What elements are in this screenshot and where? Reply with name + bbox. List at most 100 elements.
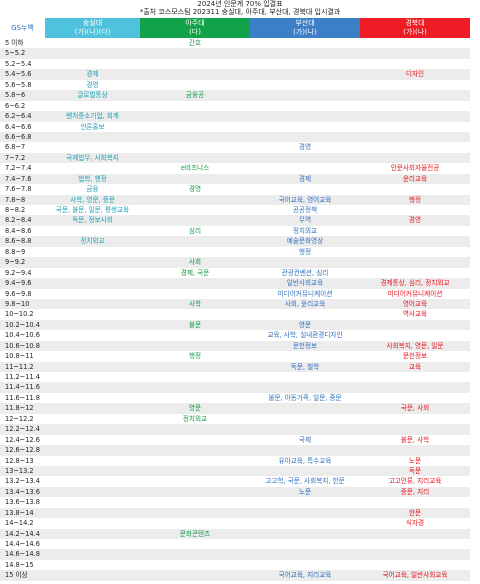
cell: 문헌정보 <box>292 341 318 350</box>
cell <box>360 414 470 424</box>
cell <box>360 372 470 382</box>
table-row: 12.8~13 유아교육, 특수교육 노문 <box>0 456 470 466</box>
cell <box>140 111 250 121</box>
cell <box>45 445 140 455</box>
cell <box>140 215 250 225</box>
cell <box>45 142 140 152</box>
cell <box>45 539 140 549</box>
cell <box>45 382 140 392</box>
cell <box>360 90 470 100</box>
gs-cell: 10~10.2 <box>5 310 34 319</box>
cell <box>250 90 360 100</box>
cell: 독문, 철학 <box>290 362 320 371</box>
cell: 인문사회자율전공 <box>390 164 440 173</box>
cell <box>45 497 140 507</box>
title: 2024년 인문계 70% 입결표 <box>197 0 283 8</box>
cell <box>45 518 140 528</box>
table-row: 12.6~12.8 <box>0 445 470 456</box>
cell: 국문, 사회 <box>400 404 430 413</box>
cell <box>45 289 140 299</box>
table-row: 7.6~7.8 금융 경영 <box>0 184 470 194</box>
cell <box>360 560 470 570</box>
cell: 독문, 정보사회 <box>72 216 113 225</box>
header-name: 부산대 <box>295 19 315 27</box>
gs-cell: 11.4~11.6 <box>5 383 40 392</box>
cell <box>250 403 360 413</box>
cell <box>140 236 250 246</box>
gs-cell: 12~12.2 <box>5 414 34 423</box>
cell: 고고학, 국문, 사회복지, 한문 <box>265 477 345 486</box>
gs-cell: 7.4~7.6 <box>5 174 32 183</box>
cell <box>250 497 360 507</box>
header-name: 경북대 <box>405 19 425 27</box>
cell <box>250 382 360 392</box>
table-row: 7.8~8 사학, 영문, 중문 국어교육, 영어교육 행정 <box>0 194 470 205</box>
table-row: 5 이하 간호 <box>0 38 470 48</box>
cell <box>140 195 250 205</box>
gs-cell: 12.4~12.6 <box>5 435 40 444</box>
cell: 역사교육 <box>402 310 428 319</box>
cell <box>45 38 140 48</box>
table-row: 13.2~13.4 고고학, 국문, 사회복지, 한문 고고인류, 지리교육 <box>0 476 470 486</box>
gs-cell: 13.4~13.6 <box>5 487 40 496</box>
cell <box>45 549 140 559</box>
cell: 사회, 윤리교육 <box>284 299 326 308</box>
table-row: 5.4~5.6 경제 디자인 <box>0 69 470 80</box>
cell: 국제 <box>298 435 312 444</box>
table-row: 14.4~14.6 <box>0 539 470 549</box>
cell <box>360 247 470 257</box>
table-row: 6.2~6.4 벤처중소기업, 회계 <box>0 111 470 122</box>
table-row: 11.6~11.8 불문, 아동가족, 일문, 중문 <box>0 393 470 403</box>
cell <box>45 278 140 288</box>
cell: 공공정책 <box>292 206 318 214</box>
cell <box>140 570 250 580</box>
table-row: 15 이상 국어교육, 지리교육 국어교육, 일반사회교육 <box>0 570 470 581</box>
cell <box>45 299 140 309</box>
gs-cell: 10.4~10.6 <box>5 331 40 340</box>
gs-cell: 9.8~10 <box>5 299 30 308</box>
cell: 불문, 사학 <box>400 435 430 444</box>
gs-cell: 6.4~6.6 <box>5 122 32 131</box>
table-row: 5.2~5.4 <box>0 59 470 69</box>
table-row: 13.6~13.8 <box>0 497 470 507</box>
cell <box>250 111 360 121</box>
cell <box>140 456 250 466</box>
cell <box>140 549 250 559</box>
cell <box>250 80 360 90</box>
cell: 행정 <box>298 247 312 256</box>
cell: 식자경 <box>405 519 425 528</box>
cell: 일반사회교육 <box>286 279 324 288</box>
gs-cell: 6.8~7 <box>5 143 26 152</box>
cell <box>45 424 140 434</box>
cell <box>250 414 360 424</box>
cell: 독문 <box>408 466 422 475</box>
table-row: 9~9.2 사회 <box>0 257 470 268</box>
gs-cell: 5.2~5.4 <box>5 59 32 68</box>
table-row: 9.6~9.8 미디어커뮤니케이션 미디어커뮤니케이션 <box>0 289 470 299</box>
table-row: 5~5.2 <box>0 48 470 59</box>
gs-cell: 6.2~6.4 <box>5 112 32 121</box>
cell <box>45 59 140 69</box>
cell <box>360 549 470 559</box>
table-row: 5.6~5.8 경영 <box>0 80 470 90</box>
cell <box>360 80 470 90</box>
table: GS누백 숭실대 (가)(나)(다) 아주대 (다) 부산대 (가)(나) 경북대 (가)(나)… <box>0 18 470 581</box>
gs-cell: 8~8.2 <box>5 206 26 214</box>
cell: 문헌정보 <box>402 352 428 361</box>
cell <box>140 497 250 507</box>
cell <box>140 132 250 142</box>
gs-cell: 10.2~10.4 <box>5 320 40 329</box>
header-name: 아주대 <box>185 19 205 27</box>
table-row: 14.8~15 <box>0 560 470 570</box>
cell: 문화콘텐츠 <box>179 529 211 538</box>
cell: 경제통상, 심리, 정치외교 <box>380 279 450 288</box>
cell: 노문 <box>408 456 422 465</box>
cell: 교육, 사학, 실내환경디자인 <box>267 331 343 340</box>
table-row: 13.8~14 한문 <box>0 507 470 519</box>
gs-cell: 11~11.2 <box>5 362 34 371</box>
cell <box>140 69 250 79</box>
cell <box>45 163 140 173</box>
cell <box>140 466 250 476</box>
cell <box>45 341 140 351</box>
cell <box>250 153 360 163</box>
